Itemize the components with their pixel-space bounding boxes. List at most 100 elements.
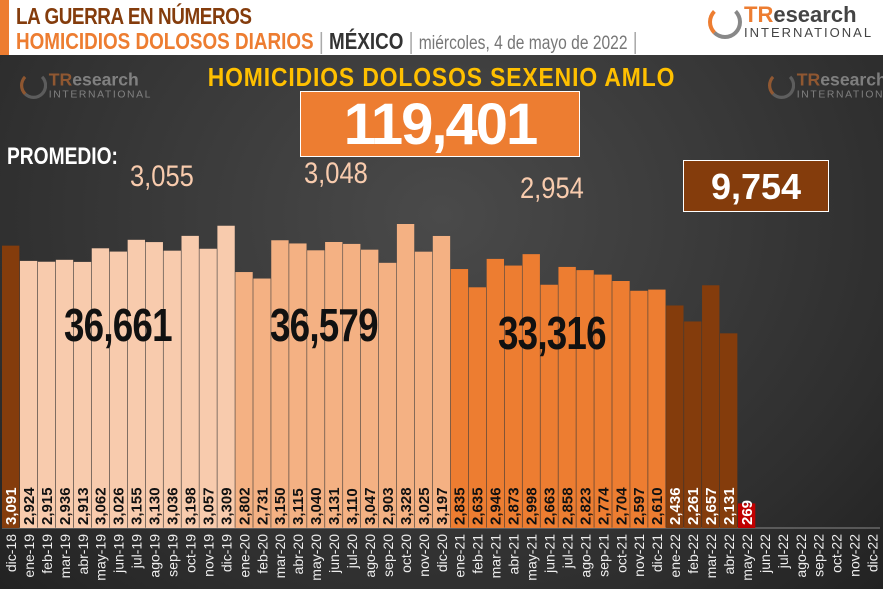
value-label-jun-19: 3,026: [111, 487, 128, 525]
month-label-feb-20: feb-20: [254, 534, 270, 574]
value-label-sep-20: 2,903: [380, 487, 397, 525]
month-label-ene-20: ene-20: [236, 534, 252, 578]
month-label-ago-22: ago-22: [793, 534, 809, 578]
subtitle-country: MÉXICO: [328, 28, 404, 54]
total-homicides: 119,401: [300, 91, 580, 157]
subtitle-date: miércoles, 4 de mayo de 2022: [418, 33, 628, 54]
month-label-jun-19: jun-19: [111, 534, 127, 574]
month-label-jun-20: jun-20: [326, 534, 342, 574]
bar-sep-20: [378, 262, 397, 528]
bar-jun-19: [109, 251, 128, 528]
month-label-feb-19: feb-19: [39, 534, 55, 574]
bar-dic-21: [648, 289, 666, 528]
value-label-jul-21: 2,858: [559, 487, 576, 525]
month-label-feb-21: feb-21: [470, 534, 486, 574]
bar-ene-19: [19, 260, 38, 528]
value-label-abr-22: 2,131: [721, 487, 738, 525]
month-label-dic-22: dic-22: [865, 534, 881, 572]
bar-dic-20: [432, 235, 451, 528]
value-label-jun-20: 3,131: [326, 487, 343, 525]
month-label-mar-20: mar-20: [272, 534, 288, 579]
bar-dic-18: [2, 245, 20, 528]
value-label-ene-22: 2,436: [667, 487, 684, 525]
value-label-dic-19: 3,309: [218, 487, 235, 525]
separator: |: [632, 28, 638, 54]
month-label-dic-19: dic-19: [218, 534, 234, 572]
month-label-dic-18: dic-18: [3, 534, 19, 572]
value-label-ene-21: 2,835: [452, 487, 469, 525]
value-label-jun-21: 2,663: [541, 487, 558, 525]
month-label-ene-21: ene-21: [452, 534, 468, 578]
month-label-dic-21: dic-21: [649, 534, 665, 572]
bar-feb-19: [37, 261, 56, 528]
promedio-label: PROMEDIO:: [7, 143, 118, 170]
tresearch-logo: TResearch INTERNATIONAL: [708, 4, 873, 39]
month-label-may-20: may-20: [308, 534, 324, 581]
value-label-nov-20: 3,025: [416, 487, 433, 525]
value-label-mar-21: 2,946: [488, 487, 505, 525]
bar-may-19: [91, 248, 110, 528]
separator: |: [408, 28, 414, 54]
bar-jul-19: [127, 239, 145, 528]
month-label-may-19: may-19: [93, 534, 109, 581]
avg-2020: 3,048: [304, 157, 368, 190]
value-label-feb-20: 2,731: [254, 487, 271, 525]
value-label-dic-21: 2,610: [649, 487, 666, 525]
value-label-may-21: 2,998: [524, 487, 541, 525]
bar-sep-21: [594, 274, 612, 528]
header: LA GUERRA EN NÚMEROS HOMICIDIOS DOLOSOS …: [0, 0, 883, 55]
bar-ene-20: [235, 272, 253, 528]
chart-title: HOMICIDIOS DOLOSOS SEXENIO AMLO: [207, 62, 676, 92]
watermark-logo-left: TResearch INTERNATIONAL: [20, 71, 152, 99]
bar-oct-21: [612, 281, 630, 528]
month-label-jul-19: jul-19: [129, 534, 145, 569]
bar-feb-21: [468, 287, 487, 528]
total-2022: 9,754: [683, 160, 829, 212]
subtitle-topic: HOMICIDIOS DOLOSOS DIARIOS: [16, 28, 314, 54]
bar-jun-20: [325, 241, 343, 529]
bar-oct-19: [181, 235, 199, 528]
month-label-oct-20: oct-20: [398, 534, 414, 573]
bar-feb-22: [684, 321, 702, 528]
month-label-jun-22: jun-22: [757, 534, 773, 574]
month-label-may-22: may-22: [739, 534, 755, 581]
value-label-feb-19: 2,915: [39, 487, 56, 525]
month-label-jul-21: jul-21: [559, 534, 575, 569]
total-2019: 36,661: [64, 299, 173, 351]
value-label-mar-19: 2,936: [57, 487, 74, 525]
value-label-nov-19: 3,057: [200, 487, 217, 525]
bar-mar-21: [486, 258, 504, 528]
value-label-mar-22: 2,657: [703, 487, 720, 525]
value-label-may-22: 269: [739, 500, 756, 525]
bar-abr-19: [73, 261, 92, 528]
value-label-abr-20: 3,115: [290, 488, 307, 525]
month-label-abr-21: abr-21: [506, 534, 522, 575]
month-label-ago-20: ago-20: [362, 534, 378, 578]
total-2021: 33,316: [498, 307, 607, 359]
value-label-nov-21: 2,597: [631, 487, 648, 525]
logo-icon: [708, 4, 742, 39]
value-label-ago-21: 2,823: [577, 487, 594, 525]
month-label-may-21: may-21: [524, 534, 540, 581]
value-label-may-19: 3,062: [93, 487, 110, 525]
month-label-sep-21: sep-21: [595, 534, 611, 577]
avg-2019: 3,055: [130, 160, 194, 193]
value-label-ago-19: 3,130: [147, 487, 164, 525]
bar-jun-21: [540, 284, 558, 528]
logo-icon: [20, 71, 48, 99]
value-label-sep-19: 3,036: [165, 487, 182, 525]
month-label-oct-21: oct-21: [613, 534, 629, 573]
month-label-feb-22: feb-22: [685, 534, 701, 574]
bar-nov-21: [630, 290, 648, 528]
value-label-ene-20: 2,802: [236, 487, 253, 525]
bar-sep-19: [163, 250, 181, 528]
month-label-ago-19: ago-19: [147, 534, 163, 578]
month-label-oct-19: oct-19: [182, 534, 198, 573]
month-label-abr-19: abr-19: [75, 534, 91, 575]
value-label-mar-20: 3,150: [272, 487, 289, 525]
accent-stripe: [0, 0, 9, 55]
month-label-sep-20: sep-20: [380, 534, 396, 577]
value-label-jul-19: 3,155: [129, 487, 146, 525]
bar-jul-21: [558, 266, 576, 528]
